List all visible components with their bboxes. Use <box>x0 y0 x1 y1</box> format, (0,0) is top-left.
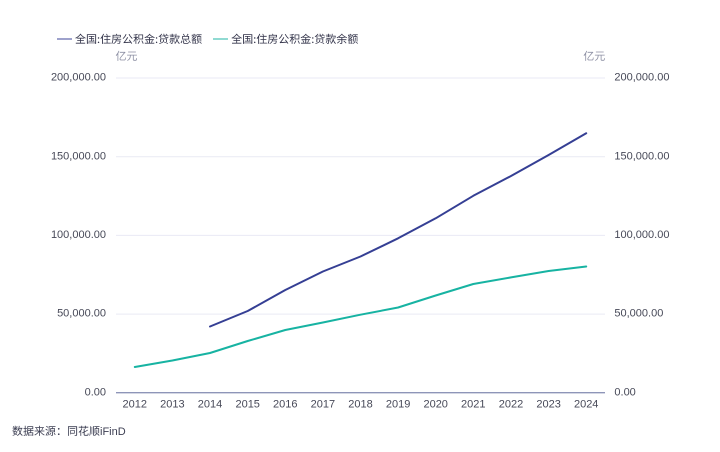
svg-text:2020: 2020 <box>423 399 447 411</box>
svg-text:100,000.00: 100,000.00 <box>51 229 106 241</box>
svg-text:2014: 2014 <box>198 399 222 411</box>
svg-text:2021: 2021 <box>461 399 485 411</box>
svg-text:50,000.00: 50,000.00 <box>57 308 106 320</box>
svg-text:2015: 2015 <box>235 399 259 411</box>
svg-text:2017: 2017 <box>311 399 335 411</box>
svg-text:50,000.00: 50,000.00 <box>614 308 663 320</box>
svg-text:2022: 2022 <box>499 399 523 411</box>
svg-text:2018: 2018 <box>348 399 372 411</box>
svg-text:2024: 2024 <box>574 399 598 411</box>
svg-text:2019: 2019 <box>386 399 410 411</box>
svg-text:iFinD: iFinD <box>100 426 126 438</box>
svg-text:100,000.00: 100,000.00 <box>614 229 669 241</box>
svg-text:0.00: 0.00 <box>85 386 106 398</box>
svg-text:2012: 2012 <box>123 399 147 411</box>
svg-text:150,000.00: 150,000.00 <box>614 150 669 162</box>
svg-text:150,000.00: 150,000.00 <box>51 150 106 162</box>
svg-text:200,000.00: 200,000.00 <box>614 72 669 84</box>
svg-text:2016: 2016 <box>273 399 297 411</box>
svg-text:2023: 2023 <box>536 399 560 411</box>
svg-text:2013: 2013 <box>160 399 184 411</box>
svg-text:200,000.00: 200,000.00 <box>51 72 106 84</box>
svg-text:0.00: 0.00 <box>614 386 635 398</box>
